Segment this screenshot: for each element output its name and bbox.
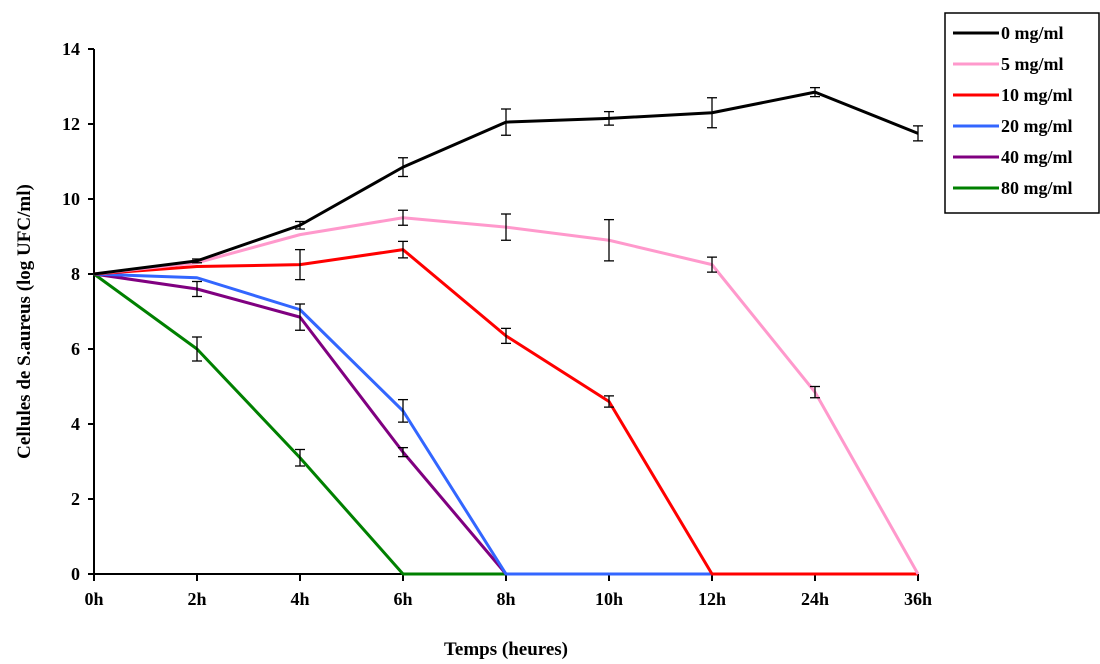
error-bar: [810, 86, 820, 98]
error-bar: [604, 218, 614, 262]
series-line: [93, 272, 918, 576]
x-tick-label: 2h: [187, 589, 206, 609]
legend: 0 mg/ml 5 mg/ml 10 mg/ml 20 mg/ml 40 mg/ml 80…: [944, 12, 1100, 214]
x-tick-label: 4h: [290, 589, 309, 609]
error-bar: [398, 446, 408, 458]
x-tick-label: 12h: [698, 589, 726, 609]
x-tick-label: 10h: [595, 589, 623, 609]
y-tick-label: 6: [71, 339, 80, 359]
y-axis-title: Cellules de S.aureus (log UFC/ml): [14, 184, 35, 459]
x-axis-title: Temps (heures): [444, 639, 568, 660]
legend-label: 10 mg/ml: [1001, 85, 1073, 105]
legend-label: 20 mg/ml: [1001, 116, 1073, 136]
legend-label: 5 mg/ml: [1001, 54, 1064, 74]
error-bar: [501, 327, 511, 345]
x-tick-label: 0h: [84, 589, 103, 609]
error-bar: [295, 220, 305, 230]
series-line: [93, 272, 918, 576]
error-bar: [398, 398, 408, 423]
y-tick-label: 10: [62, 189, 80, 209]
legend-item: 20 mg/ml: [953, 116, 1073, 136]
x-tick-label: 24h: [801, 589, 829, 609]
y-tick-label: 14: [62, 39, 80, 59]
x-tick-label: 36h: [904, 589, 932, 609]
error-bar: [398, 240, 408, 259]
legend-item: 5 mg/ml: [953, 54, 1064, 74]
error-bar: [810, 385, 820, 399]
x-ticks: 0h 2h 4h 6h 8h 10h 12h 24h 36h: [84, 574, 932, 609]
y-tick-label: 8: [71, 264, 80, 284]
y-ticks: 0 2 4 6 8 10 12 14: [62, 39, 94, 584]
error-bar: [501, 108, 511, 136]
legend-item: 0 mg/ml: [953, 23, 1064, 43]
x-tick-label: 6h: [393, 589, 412, 609]
error-bar: [604, 395, 614, 408]
legend-item: 40 mg/ml: [953, 147, 1073, 167]
series-line: [93, 216, 920, 575]
legend-item: 10 mg/ml: [953, 85, 1073, 105]
x-tick-label: 8h: [496, 589, 515, 609]
error-bar: [192, 336, 202, 362]
error-bar: [295, 303, 305, 331]
y-tick-label: 4: [71, 414, 80, 434]
legend-label: 80 mg/ml: [1001, 178, 1073, 198]
error-bar: [707, 256, 717, 273]
series-line: [93, 272, 918, 576]
error-bar: [398, 157, 408, 178]
error-bar: [604, 110, 614, 126]
error-bar: [398, 209, 408, 226]
y-tick-label: 2: [71, 489, 80, 509]
error-bar: [295, 248, 305, 281]
legend-box: [944, 12, 1100, 214]
error-bar: [192, 280, 202, 298]
errorbar-layer: [192, 86, 923, 467]
legend-item: 80 mg/ml: [953, 178, 1073, 198]
error-bar: [501, 213, 511, 241]
legend-label: 40 mg/ml: [1001, 147, 1073, 167]
legend-label: 0 mg/ml: [1001, 23, 1064, 43]
y-tick-label: 12: [62, 114, 80, 134]
series-line: [93, 248, 918, 576]
y-tick-label: 0: [71, 564, 80, 584]
error-bar: [707, 97, 717, 129]
error-bar: [295, 448, 305, 467]
error-bar: [913, 125, 923, 142]
error-bar: [192, 258, 202, 264]
